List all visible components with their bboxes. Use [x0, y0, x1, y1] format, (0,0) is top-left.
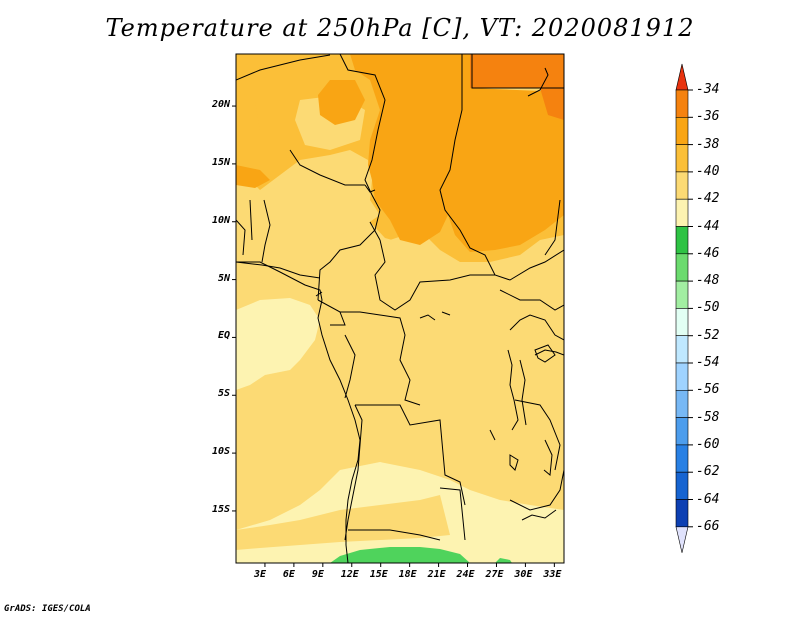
colorbar-tick-label: -56 [696, 382, 720, 398]
lon-tick-label: 9E [311, 569, 324, 580]
colorbar-swatch [675, 171, 689, 200]
colorbar-tick-label: -66 [696, 518, 720, 534]
colorbar-tick-label: -50 [696, 300, 720, 316]
map-frame [235, 53, 565, 564]
lon-tick-label: 15E [369, 569, 388, 580]
lon-tick-label: 21E [427, 569, 446, 580]
lon-tick-label: 12E [340, 569, 359, 580]
colorbar-tick-label: -42 [696, 191, 720, 207]
colorbar-swatch [675, 117, 689, 145]
contour-fill-lower-mid-band [236, 495, 450, 550]
colorbar-swatch [675, 198, 689, 227]
lon-tick-label: 24E [456, 569, 475, 580]
colorbar-tick-label: -34 [696, 82, 720, 97]
colorbar-tick-label: -64 [696, 491, 720, 507]
lon-tick-label: 6E [282, 569, 295, 580]
colorbar-swatch [675, 499, 689, 528]
lat-tick-label: EQ [217, 330, 230, 342]
lat-tick-label: 10N [211, 214, 230, 226]
colorbar-tick-label: -52 [696, 327, 720, 343]
lon-tick-marks [264, 563, 555, 567]
lat-tick-label: 20N [211, 99, 230, 111]
map-title: Temperature at 250hPa [C], VT: 202008191… [105, 14, 695, 42]
lon-tick-label: 3E [253, 569, 266, 580]
colorbar-swatch [675, 89, 689, 118]
lon-tick-label: 30E [514, 569, 533, 580]
lat-tick-marks [232, 105, 236, 512]
colorbar-tick-label: -46 [696, 245, 720, 261]
colorbar-swatch [675, 417, 689, 446]
lat-tick-label: 15N [211, 156, 230, 168]
contour-fill-minus38-to-minus36 [236, 54, 564, 252]
colorbar-swatch [675, 335, 689, 364]
lakes [315, 67, 557, 521]
colorbar-top-arrow [675, 63, 689, 91]
lon-tick-label: 18E [398, 569, 417, 580]
colorbar-tick-label: -60 [696, 436, 720, 452]
colorbar [675, 63, 693, 553]
colorbar-swatch [675, 253, 689, 282]
country-borders [236, 54, 564, 541]
colorbar-swatch [675, 471, 689, 500]
contour-fill-minus46-to-minus44 [330, 547, 512, 563]
lat-tick-label: 5N [217, 272, 230, 284]
colorbar-swatch [675, 444, 689, 473]
colorbar-tick-label: -48 [696, 273, 720, 289]
colorbar-tick-label: -54 [696, 355, 720, 370]
colorbar-bottom-arrow [675, 526, 689, 553]
contour-fill-minus36-to-minus34 [470, 54, 564, 120]
lat-tick-label: 5S [217, 388, 230, 400]
colorbar-swatch [675, 389, 689, 418]
colorbar-tick-label: -44 [696, 218, 720, 234]
footer-credit: GrADS: IGES/COLA [4, 604, 91, 614]
lon-tick-label: 27E [485, 569, 504, 580]
colorbar-tick-label: -36 [696, 109, 720, 125]
colorbar-swatch [675, 362, 689, 391]
colorbar-swatch [675, 308, 689, 336]
colorbar-swatch [675, 144, 689, 173]
lat-tick-label: 15S [211, 503, 230, 515]
colorbar-swatch [675, 226, 689, 255]
lat-tick-label: 10S [211, 446, 230, 458]
colorbar-tick-label: -38 [696, 136, 720, 152]
colorbar-tick-label: -40 [696, 163, 720, 179]
lon-tick-label: 33E [543, 569, 562, 580]
colorbar-tick-label: -58 [696, 409, 720, 425]
colorbar-swatch [675, 280, 689, 309]
colorbar-tick-label: -62 [696, 464, 720, 480]
coastline [236, 261, 361, 563]
